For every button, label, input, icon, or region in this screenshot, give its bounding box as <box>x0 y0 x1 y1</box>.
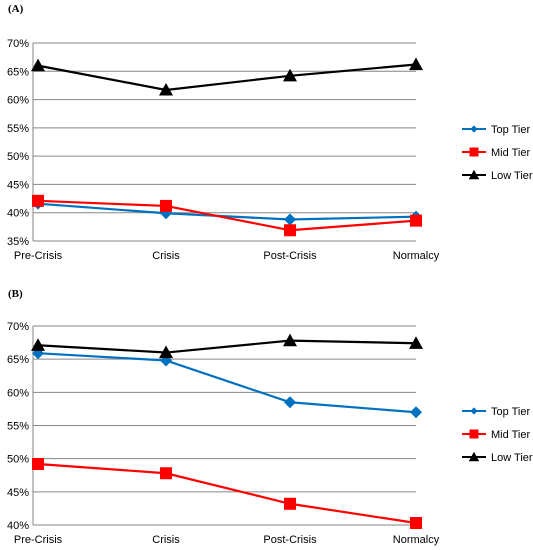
legend-marker <box>468 451 480 462</box>
data-point <box>284 213 296 226</box>
data-point <box>283 68 297 82</box>
panel-label-b: (B) <box>8 288 23 300</box>
legend-marker <box>470 407 478 415</box>
series-line-mid-tier <box>37 462 417 525</box>
data-point <box>159 82 173 96</box>
y-tick-label: 50% <box>7 454 29 466</box>
y-tick-label: 70% <box>7 38 29 50</box>
y-tick-label: 40% <box>7 208 29 220</box>
series-line-low-tier <box>37 63 417 92</box>
x-tick-label: Pre-Crisis <box>14 534 63 546</box>
data-point <box>284 497 296 510</box>
data-point <box>32 194 44 207</box>
data-point <box>410 406 422 419</box>
data-point <box>159 345 173 359</box>
legend-marker <box>468 169 480 180</box>
data-point <box>283 333 297 347</box>
series-line-top-tier <box>37 202 417 221</box>
legend-label: Mid Tier <box>491 147 530 159</box>
y-tick-label: 65% <box>7 354 29 366</box>
legend-marker <box>469 429 479 439</box>
y-tick-label: 55% <box>7 123 29 135</box>
data-point <box>31 338 45 351</box>
x-tick-label: Post-Crisis <box>263 250 317 262</box>
data-point <box>410 517 422 530</box>
legend-label: Mid Tier <box>491 429 530 441</box>
data-point <box>31 58 45 72</box>
y-tick-label: 50% <box>7 151 29 163</box>
x-tick-label: Crisis <box>152 534 180 546</box>
panel-label-a: (A) <box>8 3 24 15</box>
data-point <box>160 199 172 212</box>
x-tick-label: Crisis <box>152 250 180 262</box>
x-tick-label: Normalcy <box>393 250 440 262</box>
series-line-top-tier <box>37 352 417 414</box>
y-tick-label: 60% <box>7 387 29 399</box>
legend-label: Top Tier <box>491 124 530 136</box>
y-tick-label: 55% <box>7 421 29 433</box>
y-tick-label: 45% <box>7 179 29 191</box>
line-chart-b: 40% 45% 50% 55% 60% 65% 70% Pre-Crisis Crisis Pos… <box>7 321 533 546</box>
x-tick-label: Pre-Crisis <box>14 250 63 262</box>
legend-label: Top Tier <box>491 406 530 418</box>
data-point <box>409 336 423 349</box>
legend-marker <box>470 125 478 133</box>
data-point <box>32 457 44 470</box>
data-point <box>284 224 296 237</box>
y-tick-label: 65% <box>7 66 29 78</box>
data-point <box>284 396 296 409</box>
y-tick-label: 35% <box>7 236 29 248</box>
y-tick-label: 70% <box>7 321 29 333</box>
data-point <box>409 57 423 71</box>
series-line-mid-tier <box>37 199 417 232</box>
data-point <box>160 467 172 480</box>
line-chart-a: 35% 40% 45% 50% 55% 60% 65% 70% Pre-Crisis Crisis… <box>7 38 533 262</box>
y-tick-label: 60% <box>7 95 29 107</box>
data-point <box>410 214 422 227</box>
x-tick-label: Post-Crisis <box>263 534 317 546</box>
y-tick-label: 45% <box>7 487 29 499</box>
data-point <box>32 347 44 360</box>
series-line-low-tier <box>37 339 417 354</box>
x-tick-label: Normalcy <box>393 534 440 546</box>
legend-marker <box>469 147 479 157</box>
y-tick-label: 40% <box>7 520 29 532</box>
legend-label: Low Tier <box>491 170 533 182</box>
legend-label: Low Tier <box>491 452 533 464</box>
